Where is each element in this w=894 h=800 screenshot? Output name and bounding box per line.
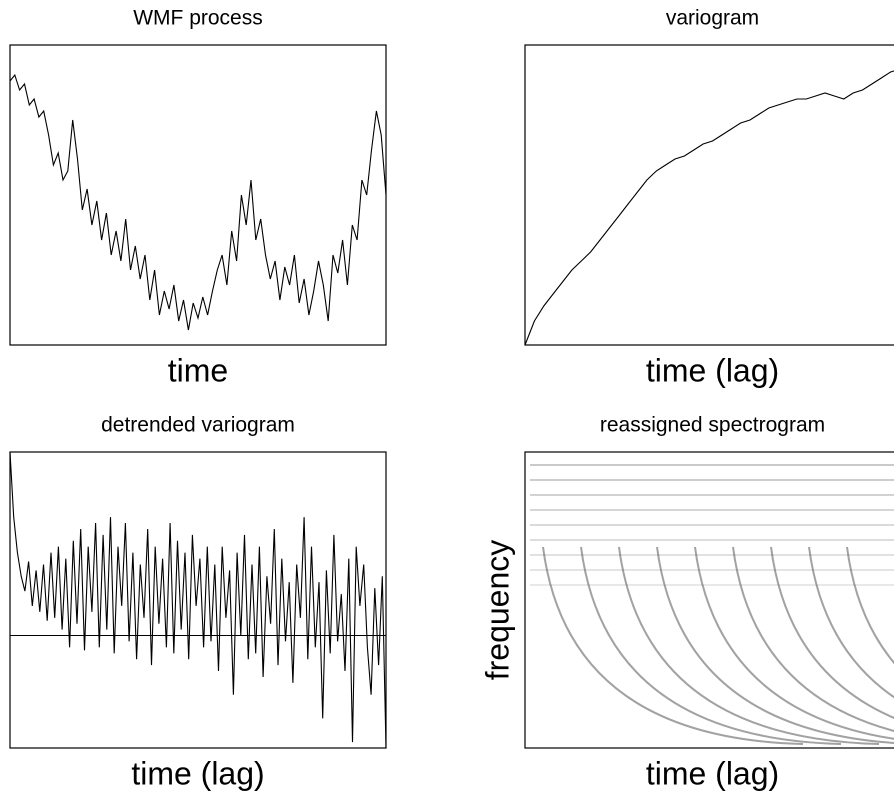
panel-title: detrended variogram [101,414,295,437]
plot-frame [524,44,894,346]
x-axis-label: time (lag) [646,755,779,791]
x-axis-label: time (lag) [646,352,779,388]
x-axis-label: time (lag) [131,755,264,791]
series-line [9,451,387,749]
series-line [9,73,387,331]
series-line [524,70,894,346]
chirp [732,546,894,732]
chirp [770,546,894,719]
panel-title: WMF process [133,7,263,30]
chirp [542,546,804,745]
chirp [694,546,894,740]
plot-frame [524,451,894,749]
plot-frame [9,44,387,346]
y-axis-label: frequency [479,540,515,681]
chirp [846,546,894,665]
x-axis-label: time [168,352,228,388]
plot-frame [9,451,387,749]
panel-title: variogram [666,7,759,30]
chirp [618,546,880,745]
chirp [580,546,842,745]
spectrogram [530,464,894,745]
panel-title: reassigned spectrogram [600,414,825,437]
chirp [656,546,894,744]
chirp [808,546,894,699]
